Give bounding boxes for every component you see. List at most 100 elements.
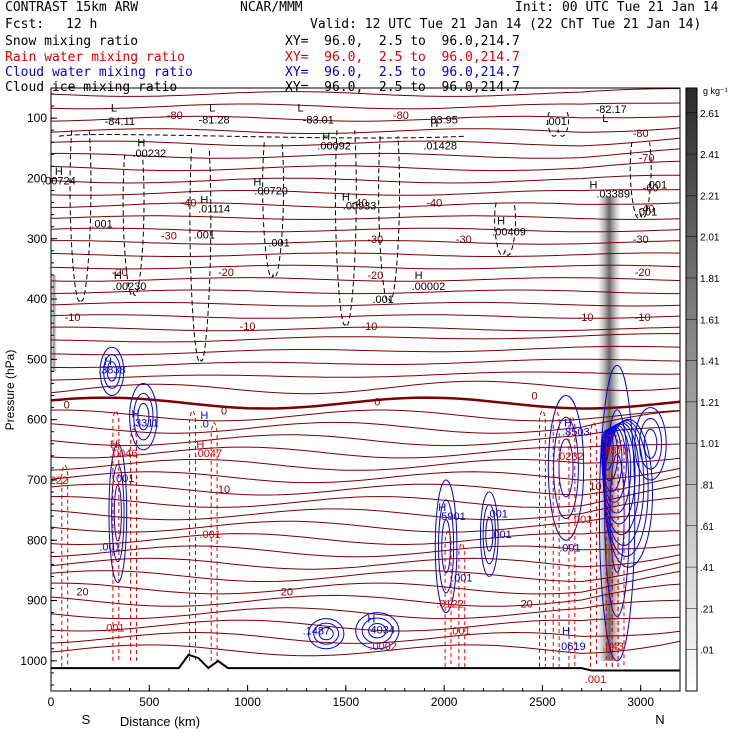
x-tick-label: 0 [48,695,55,709]
cloud-water-contour [113,484,122,542]
isotherm [51,227,680,233]
cloud-water-label: .0 [200,418,209,430]
x-tick-label: 1000 [234,695,261,709]
temperature-label: -10 [635,312,651,324]
rain-water-label: .0002 [369,641,397,653]
temperature-label: 20 [521,599,533,611]
rain-water-label: .0046 [110,448,138,460]
ice-snow-label: -82.17 [596,104,627,116]
temperature-label: -80 [633,128,649,140]
temperature-label: 20 [76,587,88,599]
field-label-cloud-water: Cloud water mixing ratio [5,65,193,80]
rain-water-label: .001 [103,623,124,635]
cloud-water-label: .5901 [438,511,466,523]
rain-water-contour [130,428,138,661]
rain-water-label: .4870 [601,445,629,457]
colorbar-label: .21 [700,604,714,615]
valid-time: Valid: 12 UTC Tue 21 Jan 14 (22 ChT Tue … [310,17,702,32]
cloud-water-label: .001 [486,509,507,521]
isotherm [51,215,680,221]
ice-snow-label: H [415,270,423,282]
ice-snow-label: .01428 [423,140,457,152]
rain-water-contour [189,410,196,661]
colorbar-label: 1.61 [700,315,720,326]
isotherm [51,570,680,595]
ice-snow-label: H [55,166,63,178]
cloud-water-contour [103,354,121,389]
colorbar-label: .41 [700,563,714,574]
isotherm [51,264,680,270]
temperature-label: -40 [426,198,442,210]
y-tick-label: 1000 [20,654,47,668]
isotherm [51,475,680,496]
rain-water-label: H [110,439,118,451]
x-tick-label: 2500 [529,695,556,709]
cloud-water-contour [108,443,128,583]
rain-water-contour [210,422,218,661]
ice-snow-label: H [430,118,438,130]
cloud-ice-contour [189,148,212,362]
rain-water-label: H [196,439,204,451]
ice-snow-label: L [209,102,215,114]
cloud-water-contour [634,407,667,481]
ice-snow-label: H [497,216,505,228]
isotherm [51,160,680,172]
ice-snow-label: -81.28 [198,114,229,126]
cloud-water-contour [133,392,154,441]
colorbar-label: 2.01 [700,233,720,244]
temperature-label: -30 [367,234,383,246]
temperature-label: -10 [578,312,594,324]
rain-water-contour [538,410,546,667]
temperature-label: -40 [639,204,655,216]
temperature-label: 10 [589,481,601,493]
rain-water-label: .001 [571,514,592,526]
rain-water-contour [590,422,597,667]
rain-water-contour [552,410,560,667]
colorbar-label: .61 [700,522,714,533]
cloud-ice-contour [122,154,145,296]
ice-snow-label: H [342,192,350,204]
isotherm [51,102,680,110]
isotherm [51,443,680,459]
cloud-water-contour [129,382,158,451]
ice-snow-label: H [322,131,330,143]
ice-snow-label: H [114,270,122,282]
colorbar-label: 2.41 [700,150,720,161]
isotherm [51,371,680,381]
temperature-label: -40 [181,198,197,210]
ice-snow-label: L [111,102,117,114]
ice-snow-label: H [200,195,208,207]
rain-water-contour [605,434,613,667]
center-label: NCAR/MMM [240,0,303,15]
ice-snow-label: .03389 [596,189,630,201]
temperature-label: -20 [112,267,128,279]
temperature-label: 20 [281,587,293,599]
colorbar-label: 1.21 [700,398,720,409]
temperature-label: 0 [221,406,227,418]
cloud-water-contour [598,364,636,662]
rain-water-label: .001 [585,674,606,686]
isotherm [51,530,680,546]
temperature-label: 10 [218,484,230,496]
temperature-label: -80 [393,110,409,122]
ice-snow-label: .001 [372,294,393,306]
rain-water-label: .0047 [195,448,223,460]
rain-water-label: .0232 [556,451,584,463]
field-xy-cloud-water: XY= 96.0, 2.5 to 96.0,214.7 [285,65,520,80]
cloud-water-contour [313,622,340,645]
isotherm [51,88,680,97]
cloud-ice-contour [69,130,92,302]
temperature-label: -10 [240,321,256,333]
ice-snow-label: H [590,180,598,192]
rain-water-contour [611,434,619,667]
y-axis-title: Pressure (hPa) [3,350,17,431]
isotherm [51,497,680,521]
cloud-water-label: .001 [113,473,134,485]
isotherm [51,640,680,657]
y-tick-label: 500 [27,352,47,366]
cloud-water-contour [479,491,499,577]
end-label-north: N [655,712,664,727]
rain-water-label: .001 [449,626,470,638]
x-tick-label: 500 [139,695,159,709]
